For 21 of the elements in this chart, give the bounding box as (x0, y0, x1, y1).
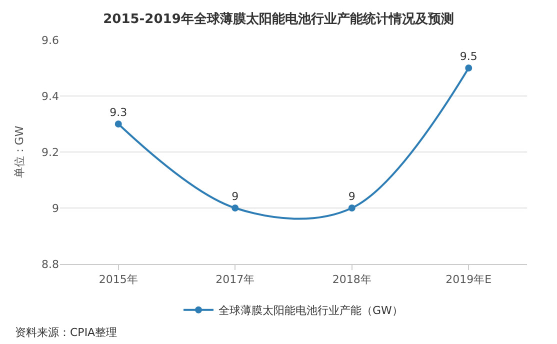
data-label: 9 (348, 190, 356, 203)
text: 资料来源：CPIA整理 (15, 326, 118, 339)
point (465, 64, 472, 72)
x-tick-label: 2017年 (216, 273, 255, 286)
y-tick-label: 9.2 (42, 146, 59, 159)
data-label: 9 (232, 190, 239, 203)
y-tick-label: 8.8 (42, 258, 59, 271)
point (114, 120, 122, 128)
x-tick-label: 2015年 (98, 273, 138, 286)
x-tick-label: 2018年 (332, 273, 372, 286)
data-label: 9.3 (110, 106, 128, 119)
x-tick-label: 2019年E (446, 273, 492, 286)
legend-label: 全球薄膜太阳能电池行业产能（GW） (218, 304, 403, 318)
data-label: 9.5 (460, 50, 478, 63)
chart-title: 2015-2019年全球薄膜太阳能电池行业产能统计情况及预测 (103, 10, 454, 27)
point (348, 204, 356, 212)
y-axis-title: 单位：GW (13, 126, 26, 178)
point (232, 204, 239, 212)
y-tick-label: 9 (52, 202, 59, 215)
y-tick-label: 9.6 (42, 34, 59, 47)
y-tick-label: 9.4 (42, 90, 59, 103)
